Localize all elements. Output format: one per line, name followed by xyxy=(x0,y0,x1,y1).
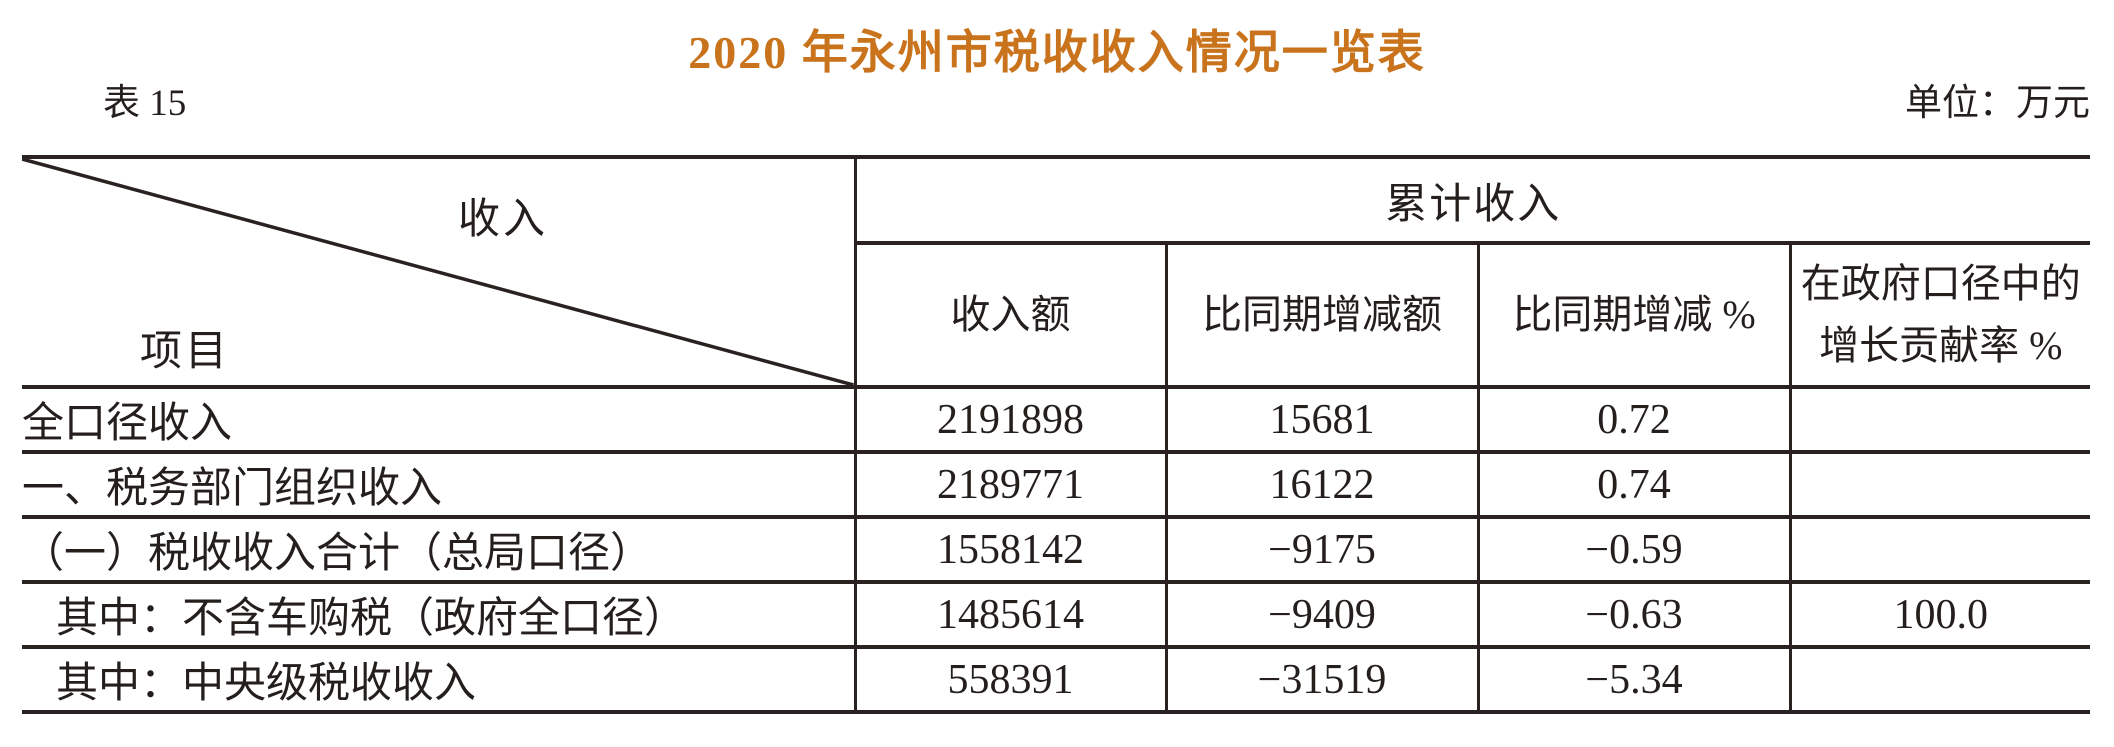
header-row-columns: 收入额 比同期增减额 比同期增减 % 在政府口径中的 增长贡献率 % xyxy=(22,243,2091,389)
table-number: 表 15 xyxy=(103,83,187,124)
contribution-cell xyxy=(1788,452,2091,519)
header-pct: 比同期增减 % xyxy=(1476,243,1790,389)
contribution-cell xyxy=(1788,647,2091,714)
page-title: 2020 年永州市税收收入情况一览表 xyxy=(688,27,1426,78)
table-body: 全口径收入 2191898 15681 0.72 一、税务部门组织收入 2189771 16… xyxy=(22,387,2091,714)
corner-item-label: 项目 xyxy=(140,329,231,375)
diagonal-line xyxy=(22,159,854,385)
table-row: 其中：中央级税收收入 558391 −31519 −5.34 xyxy=(22,647,2091,714)
amount-cell: 1558142 xyxy=(853,517,1166,584)
amount-cell: 2189771 xyxy=(853,452,1166,519)
pct-cell: −0.59 xyxy=(1476,517,1790,584)
pct-cell: 0.74 xyxy=(1476,452,1790,519)
contribution-cell xyxy=(1788,387,2091,454)
row-label: 全口径收入 xyxy=(22,387,855,454)
amount-cell: 1485614 xyxy=(853,582,1166,649)
header-contribution: 在政府口径中的 增长贡献率 % xyxy=(1788,243,2091,389)
delta-cell: −9409 xyxy=(1164,582,1478,649)
row-label: （一）税收收入合计（总局口径） xyxy=(22,517,855,584)
row-label: 其中：不含车购税（政府全口径） xyxy=(22,582,855,649)
table-row: 其中：不含车购税（政府全口径） 1485614 −9409 −0.63 100.0 xyxy=(22,582,2091,649)
table-row: （一）税收收入合计（总局口径） 1558142 −9175 −0.59 xyxy=(22,517,2091,584)
pct-cell: −0.63 xyxy=(1476,582,1790,649)
pct-cell: −5.34 xyxy=(1476,647,1790,714)
diagonal-header-cell: 收入 项目 xyxy=(22,157,857,389)
header-amount: 收入额 xyxy=(855,243,1166,389)
tax-revenue-table: 收入 项目 累计收入 收入额 比同期增减额 比同期增减 % 在政府口径中的 增长… xyxy=(22,155,2091,714)
delta-cell: −31519 xyxy=(1164,647,1478,714)
header-delta: 比同期增减额 xyxy=(1164,243,1478,389)
delta-cell: 15681 xyxy=(1164,387,1478,454)
row-label: 一、税务部门组织收入 xyxy=(22,452,855,519)
amount-cell: 2191898 xyxy=(853,387,1166,454)
delta-cell: −9175 xyxy=(1164,517,1478,584)
table-row: 一、税务部门组织收入 2189771 16122 0.74 xyxy=(22,452,2091,519)
amount-cell: 558391 xyxy=(853,647,1166,714)
row-label: 其中：中央级税收收入 xyxy=(22,647,855,714)
header-row-group: 收入 项目 累计收入 xyxy=(22,157,2091,389)
table-row: 全口径收入 2191898 15681 0.72 xyxy=(22,387,2091,454)
contribution-cell xyxy=(1788,517,2091,584)
pct-cell: 0.72 xyxy=(1476,387,1790,454)
meta-row: 表 15 单位：万元 xyxy=(22,83,2090,125)
delta-cell: 16122 xyxy=(1164,452,1478,519)
contribution-cell: 100.0 xyxy=(1788,582,2091,649)
unit-label: 单位：万元 xyxy=(1905,83,2090,124)
corner-income-label: 收入 xyxy=(458,197,549,243)
header-cumulative-income: 累计收入 xyxy=(853,157,2091,245)
